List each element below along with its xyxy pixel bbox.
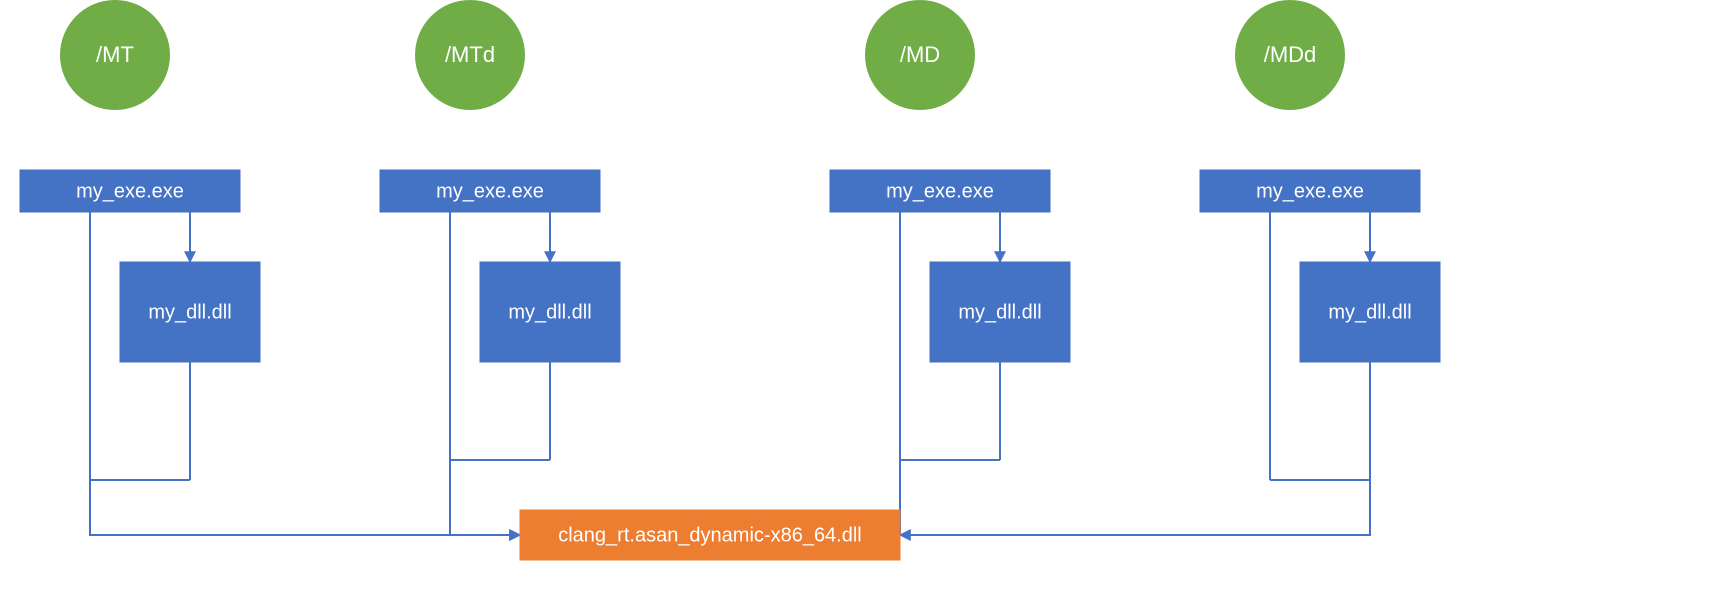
dll-label-mtd: my_dll.dll [508,301,591,323]
circle-label-mtd: /MTd [445,42,495,67]
edge-to-target-mtd [450,460,520,535]
dll-label-md: my_dll.dll [958,301,1041,323]
exe-label-mdd: my_exe.exe [1256,180,1364,202]
circle-label-mdd: /MDd [1264,42,1317,67]
edge-to-target-mdd [900,480,1370,535]
target-label: clang_rt.asan_dynamic-x86_64.dll [558,524,862,546]
edge-to-target-mt [90,480,520,535]
dll-label-mt: my_dll.dll [148,301,231,323]
exe-label-mtd: my_exe.exe [436,180,544,202]
diagram-canvas: /MT my_exe.exe my_dll.dll/MTd my_exe.exe my_… [0,0,1725,605]
dll-label-mdd: my_dll.dll [1328,301,1411,323]
circle-label-md: /MD [900,42,940,67]
circle-label-mt: /MT [96,42,134,67]
exe-label-md: my_exe.exe [886,180,994,202]
exe-label-mt: my_exe.exe [76,180,184,202]
